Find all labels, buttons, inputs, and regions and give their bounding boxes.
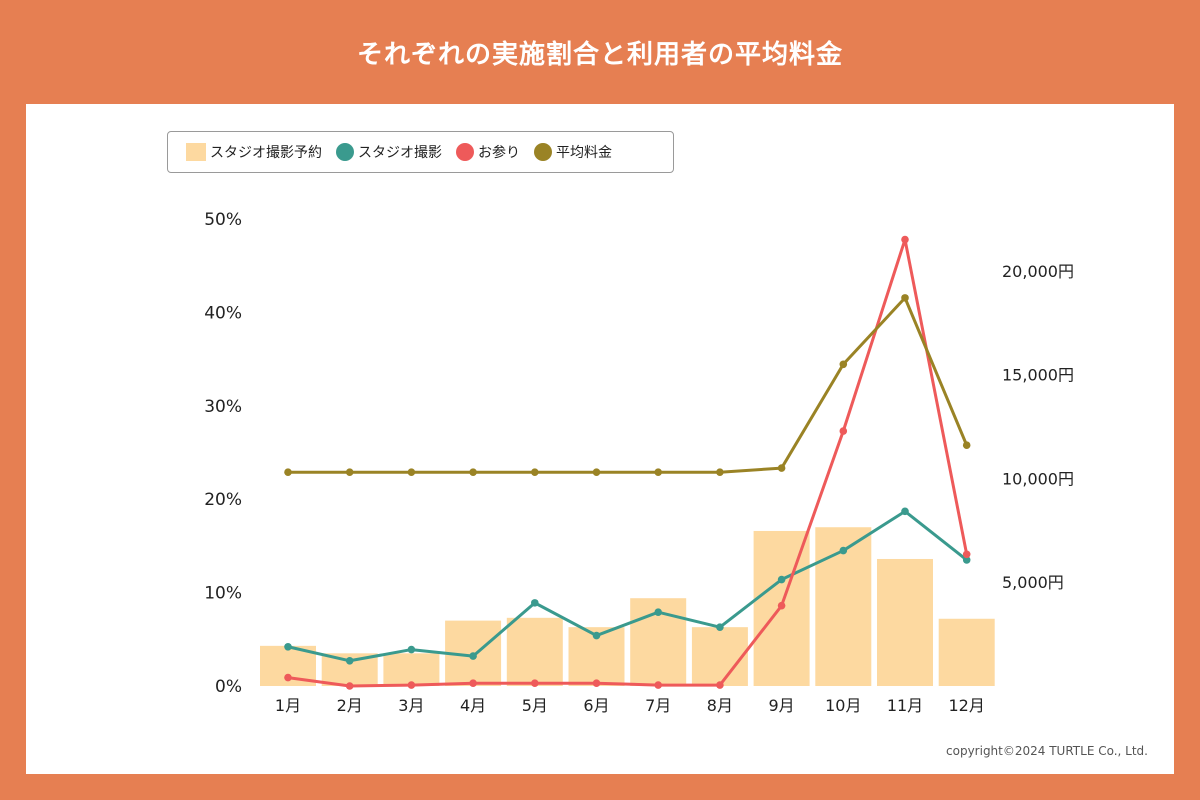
data-point xyxy=(716,681,724,689)
y2-tick-label: 5,000円 xyxy=(1002,573,1064,592)
legend-item-studio-booking: スタジオ撮影予約 xyxy=(186,142,322,162)
series-line xyxy=(287,238,969,688)
legend-swatch-dot xyxy=(336,143,354,161)
y-tick-label: 0% xyxy=(215,677,242,697)
x-tick-label: 10月 xyxy=(825,696,861,715)
bar xyxy=(938,618,995,686)
data-point xyxy=(469,468,477,477)
bar xyxy=(691,627,748,686)
data-point xyxy=(407,645,416,654)
data-point xyxy=(839,427,848,435)
data-point xyxy=(345,656,354,665)
bar xyxy=(383,653,440,686)
data-point xyxy=(839,360,848,369)
data-point xyxy=(284,642,292,651)
data-point xyxy=(407,468,416,477)
data-point xyxy=(777,575,786,584)
data-point xyxy=(654,608,662,617)
data-point xyxy=(531,679,539,687)
y-tick-label: 30% xyxy=(204,397,242,417)
data-point xyxy=(345,682,354,690)
x-tick-label: 11月 xyxy=(887,696,923,715)
series-line xyxy=(288,296,969,474)
bar xyxy=(506,617,563,686)
x-tick-label: 6月 xyxy=(583,696,609,715)
data-point xyxy=(777,601,786,610)
legend-label: スタジオ撮影予約 xyxy=(210,145,322,161)
data-point xyxy=(345,468,354,477)
y-tick-label: 50% xyxy=(204,210,242,230)
data-point xyxy=(962,556,971,564)
data-point xyxy=(531,468,539,477)
legend-label: スタジオ撮影 xyxy=(358,145,442,161)
legend-label: お参り xyxy=(478,145,520,161)
y-tick-label: 10% xyxy=(204,584,242,604)
data-point xyxy=(654,468,662,477)
y2-tick-label: 10,000円 xyxy=(1002,469,1074,488)
bar xyxy=(877,558,933,686)
legend-label: 平均料金 xyxy=(556,145,612,161)
data-point xyxy=(592,468,601,477)
x-tick-label: 7月 xyxy=(645,696,671,715)
bar-series xyxy=(260,527,995,686)
data-point xyxy=(839,546,848,555)
series-line xyxy=(287,509,968,663)
legend-item-studio: スタジオ撮影 xyxy=(336,142,442,162)
data-point xyxy=(531,599,539,607)
data-point xyxy=(469,652,477,660)
x-axis: 1月 2月 3月 4月 5月 6月 7月 8月 9月 10月 11月 12月 xyxy=(275,696,985,715)
legend-swatch-bar xyxy=(186,143,206,161)
y-tick-label: 20% xyxy=(204,490,242,510)
x-tick-label: 2月 xyxy=(337,696,363,715)
copyright-text: copyright©2024 TURTLE Co., Ltd. xyxy=(946,744,1148,758)
x-tick-label: 1月 xyxy=(275,696,301,715)
y2-tick-label: 20,000円 xyxy=(1002,262,1074,281)
data-point xyxy=(777,464,786,472)
data-point xyxy=(469,679,477,687)
legend-swatch-dot xyxy=(456,143,474,161)
x-tick-label: 4月 xyxy=(460,696,486,715)
legend-item-omairi: お参り xyxy=(456,142,520,162)
y-axis-left: 50% 40% 30% 20% 10% 0% xyxy=(204,210,242,697)
legend-item-avg-price: 平均料金 xyxy=(534,142,612,162)
data-point xyxy=(962,441,971,450)
data-point xyxy=(716,623,724,631)
data-point xyxy=(962,550,971,559)
data-point xyxy=(592,679,601,687)
data-point xyxy=(284,468,292,477)
x-tick-label: 9月 xyxy=(769,696,795,715)
x-tick-label: 12月 xyxy=(949,696,985,715)
page-title: それぞれの実施割合と利用者の平均料金 xyxy=(356,40,843,70)
data-point xyxy=(716,468,724,477)
line-series xyxy=(284,235,971,690)
y2-tick-label: 15,000円 xyxy=(1002,366,1074,385)
data-point xyxy=(407,681,416,689)
data-point xyxy=(592,631,601,640)
y-axis-right: 20,000円 15,000円 10,000円 5,000円 xyxy=(1002,262,1074,592)
data-point xyxy=(901,294,909,302)
data-point xyxy=(654,681,662,689)
x-tick-label: 5月 xyxy=(522,696,548,715)
y-tick-label: 40% xyxy=(204,303,242,323)
data-point xyxy=(901,235,909,244)
x-tick-label: 3月 xyxy=(398,696,424,715)
legend-swatch-dot xyxy=(534,143,552,161)
data-point xyxy=(901,507,909,516)
x-tick-label: 8月 xyxy=(707,696,733,715)
chart-legend: スタジオ撮影予約 スタジオ撮影 お参り 平均料金 xyxy=(167,131,674,173)
data-point xyxy=(284,673,292,682)
